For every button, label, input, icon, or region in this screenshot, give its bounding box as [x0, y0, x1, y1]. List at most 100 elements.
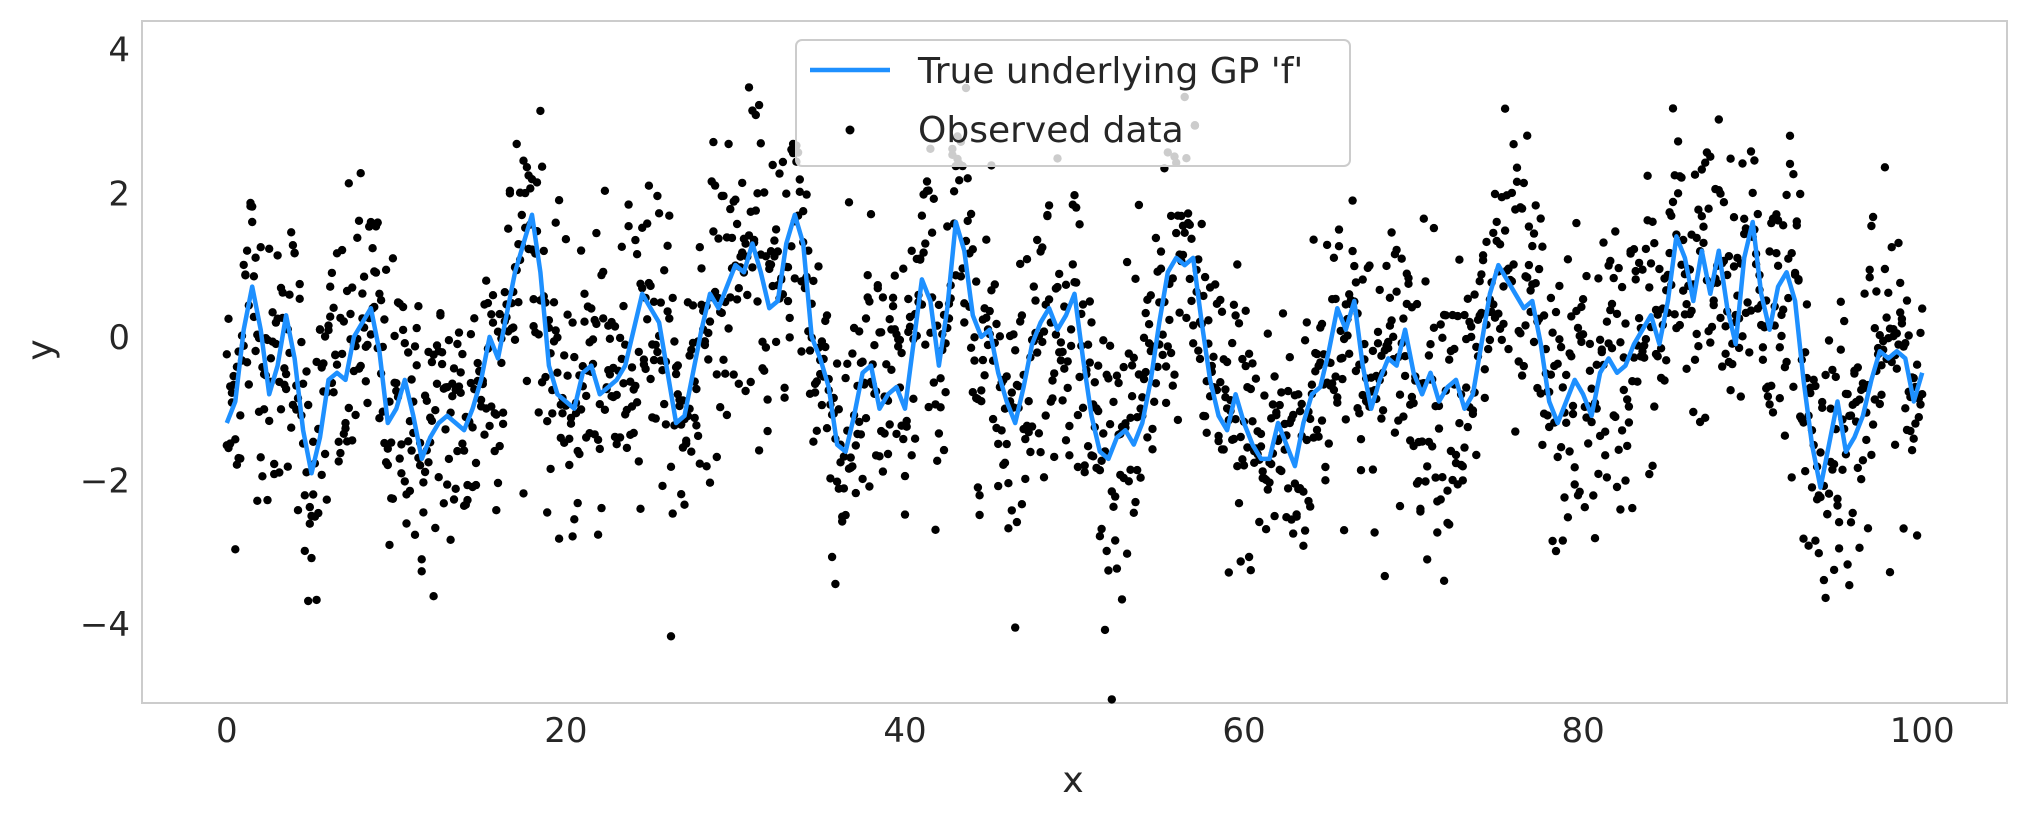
observed-data-point [1480, 365, 1490, 374]
observed-data-point [1426, 340, 1435, 349]
observed-data-point [1801, 467, 1810, 476]
observed-data-point [320, 332, 330, 341]
observed-data-point [1836, 297, 1846, 306]
observed-data-point [1729, 262, 1739, 271]
observed-data-point [1246, 384, 1256, 394]
observed-data-point [1370, 528, 1379, 537]
observed-data-point [1387, 316, 1396, 325]
observed-data-point [1345, 349, 1354, 358]
observed-data-point [619, 301, 628, 311]
observed-data-point [1779, 221, 1788, 230]
observed-data-point [634, 347, 643, 357]
observed-data-point [1853, 363, 1863, 372]
observed-data-point [539, 246, 548, 256]
observed-data-point [417, 567, 426, 576]
observed-data-point [1562, 418, 1571, 427]
observed-data-point [861, 314, 871, 323]
observed-data-point [1865, 265, 1874, 274]
observed-data-point [456, 368, 465, 377]
observed-data-point [753, 189, 762, 198]
observed-data-point [799, 207, 808, 216]
observed-data-point [994, 439, 1003, 449]
observed-data-point [671, 369, 681, 379]
observed-data-point [1594, 469, 1603, 479]
observed-data-point [688, 301, 698, 310]
observed-data-point [646, 281, 655, 291]
observed-data-point [1102, 546, 1111, 556]
observed-data-point [1706, 338, 1715, 347]
observed-data-point [592, 319, 601, 329]
observed-data-point [1785, 131, 1795, 140]
observed-data-point [1467, 322, 1476, 331]
observed-data-point [754, 446, 764, 455]
observed-data-point [493, 478, 503, 488]
observed-data-point [899, 264, 908, 273]
observed-data-point [863, 271, 872, 280]
observed-data-point [1726, 386, 1735, 395]
observed-data-point [693, 431, 703, 441]
observed-data-point [1867, 221, 1876, 231]
observed-data-point [1375, 285, 1384, 295]
observed-data-point [407, 375, 416, 384]
observed-data-point [543, 417, 552, 426]
observed-data-point [568, 532, 577, 541]
observed-data-point [1617, 282, 1627, 292]
x-tick-label: 100 [1890, 711, 1955, 751]
observed-data-point [902, 422, 911, 431]
observed-data-point [1299, 541, 1308, 550]
observed-data-point [1673, 189, 1683, 198]
observed-data-point [719, 191, 728, 201]
observed-data-point [383, 460, 392, 470]
observed-data-point [702, 462, 711, 471]
observed-data-point [709, 227, 718, 236]
observed-data-point [1377, 414, 1386, 423]
observed-data-point [809, 437, 818, 446]
observed-data-point [1462, 383, 1471, 392]
observed-data-point [1033, 348, 1042, 357]
observed-data-point [549, 298, 559, 307]
observed-data-point [744, 83, 754, 92]
observed-data-point [1129, 508, 1139, 517]
observed-data-point [1244, 552, 1254, 562]
observed-data-point [641, 364, 650, 374]
observed-data-point [1821, 593, 1830, 603]
observed-data-point [1183, 209, 1193, 218]
observed-data-point [443, 480, 452, 489]
observed-data-point [276, 405, 286, 414]
observed-data-point [1472, 450, 1481, 460]
observed-data-point [1611, 412, 1620, 422]
observed-data-point [1445, 355, 1454, 364]
observed-data-point [1863, 524, 1873, 533]
observed-data-point [1048, 394, 1057, 403]
observed-data-point [1562, 370, 1571, 380]
observed-data-point [404, 437, 413, 446]
observed-data-point [605, 370, 615, 379]
observed-data-point [1324, 439, 1334, 448]
observed-data-point [1234, 499, 1244, 508]
observed-data-point [388, 494, 398, 503]
observed-data-point [599, 267, 608, 277]
observed-data-point [1616, 338, 1625, 347]
observed-data-point [487, 310, 496, 319]
observed-data-point [1277, 466, 1286, 476]
observed-data-point [1499, 282, 1508, 291]
observed-data-point [1826, 404, 1835, 413]
observed-data-point [1690, 355, 1700, 364]
observed-data-point [1918, 304, 1927, 313]
observed-data-point [810, 388, 820, 397]
observed-data-point [904, 294, 913, 304]
observed-data-point [1551, 307, 1561, 317]
observed-data-point [1602, 317, 1612, 326]
observed-data-point [400, 339, 409, 348]
observed-data-point [570, 352, 579, 362]
observed-data-point [536, 106, 545, 116]
observed-data-point [410, 342, 420, 351]
observed-data-point [480, 430, 489, 439]
observed-data-point [651, 414, 660, 423]
observed-data-point [1209, 352, 1218, 361]
observed-data-point [1538, 440, 1547, 450]
observed-data-point [839, 484, 849, 493]
observed-data-point [631, 235, 640, 245]
observed-data-point [283, 462, 292, 471]
observed-data-point [1548, 328, 1557, 337]
